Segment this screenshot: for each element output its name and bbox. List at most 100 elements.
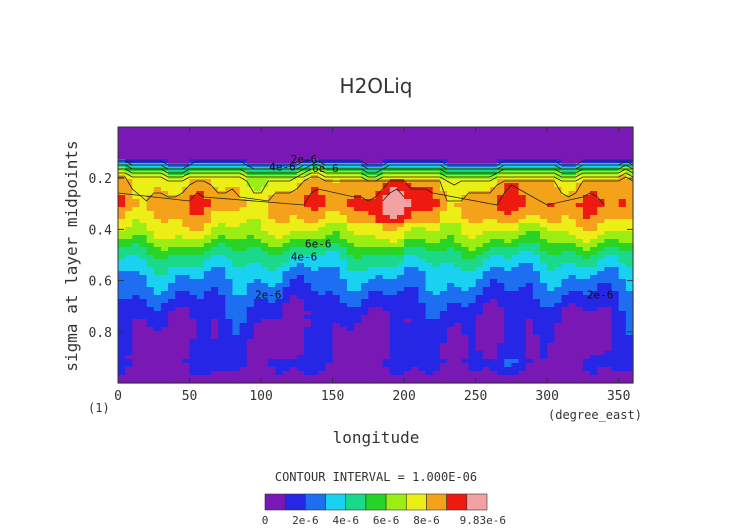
field-cell — [482, 295, 491, 300]
field-cell — [568, 263, 577, 268]
field-cell — [396, 343, 405, 348]
field-cell — [346, 191, 355, 196]
field-cell — [454, 371, 462, 376]
field-cell — [153, 251, 162, 256]
field-cell — [218, 283, 226, 288]
field-cell — [418, 191, 427, 196]
field-cell — [597, 283, 605, 288]
y-tick-label: 0.4 — [89, 223, 113, 238]
field-cell — [325, 271, 334, 276]
field-cell — [604, 223, 613, 228]
field-cell — [389, 203, 398, 208]
field-cell — [454, 331, 462, 336]
field-cell — [561, 279, 570, 284]
field-cell — [153, 271, 162, 276]
field-cell — [447, 211, 455, 216]
field-cell — [325, 299, 334, 304]
field-cell — [525, 339, 534, 344]
field-cell — [346, 347, 355, 352]
field-cell — [268, 143, 276, 148]
field-cell — [253, 355, 262, 360]
field-cell — [132, 267, 141, 272]
field-cell — [525, 199, 534, 204]
field-cell — [625, 267, 634, 272]
field-cell — [118, 127, 126, 132]
field-cell — [461, 247, 470, 252]
field-cell — [196, 307, 205, 312]
field-cell — [389, 375, 398, 380]
field-cell — [489, 315, 498, 320]
field-cell — [354, 155, 362, 160]
field-cell — [489, 279, 498, 284]
field-cell — [210, 203, 219, 208]
field-cell — [253, 307, 262, 312]
field-cell — [168, 303, 176, 308]
field-cell — [196, 367, 205, 372]
field-cell — [382, 359, 391, 364]
field-cell — [468, 371, 477, 376]
field-cell — [475, 239, 484, 244]
field-cell — [325, 139, 334, 144]
field-cell — [625, 187, 634, 192]
field-cell — [289, 323, 298, 328]
field-cell — [382, 275, 391, 280]
field-cell — [182, 339, 191, 344]
field-cell — [332, 235, 341, 240]
field-cell — [497, 135, 505, 140]
field-cell — [225, 195, 234, 200]
field-cell — [282, 159, 291, 164]
field-cell — [282, 359, 291, 364]
field-cell — [432, 147, 441, 152]
field-cell — [504, 355, 513, 360]
field-cell — [196, 211, 205, 216]
field-cell — [532, 379, 541, 384]
field-cell — [311, 323, 319, 328]
field-cell — [368, 199, 377, 204]
field-cell — [497, 203, 505, 208]
field-cell — [411, 351, 420, 356]
field-cell — [361, 335, 369, 340]
field-cell — [575, 259, 584, 264]
field-cell — [375, 339, 384, 344]
field-cell — [404, 235, 412, 240]
field-cell — [239, 199, 248, 204]
field-cell — [239, 311, 248, 316]
field-cell — [411, 291, 420, 296]
field-cell — [554, 179, 563, 184]
field-cell — [404, 299, 412, 304]
field-cell — [497, 283, 505, 288]
field-cell — [196, 135, 205, 140]
field-cell — [296, 267, 305, 272]
field-cell — [160, 211, 169, 216]
field-cell — [275, 203, 284, 208]
field-cell — [368, 363, 377, 368]
field-cell — [590, 243, 598, 248]
field-cell — [239, 223, 248, 228]
field-cell — [332, 303, 341, 308]
field-cell — [482, 155, 491, 160]
field-cell — [132, 319, 141, 324]
field-cell — [604, 291, 613, 296]
field-cell — [346, 235, 355, 240]
field-cell — [203, 319, 212, 324]
field-cell — [346, 335, 355, 340]
field-cell — [139, 371, 148, 376]
field-cell — [232, 227, 241, 232]
field-cell — [296, 219, 305, 224]
field-cell — [346, 215, 355, 220]
field-cell — [175, 183, 183, 188]
field-cell — [246, 359, 255, 364]
field-cell — [339, 283, 348, 288]
field-cell — [461, 371, 470, 376]
field-cell — [303, 263, 312, 268]
field-cell — [396, 247, 405, 252]
field-cell — [225, 307, 234, 312]
field-cell — [275, 279, 284, 284]
field-cell — [146, 247, 155, 252]
field-cell — [454, 131, 462, 136]
field-cell — [318, 319, 327, 324]
field-cell — [489, 151, 498, 156]
field-cell — [582, 307, 591, 312]
field-cell — [282, 371, 291, 376]
field-cell — [261, 135, 269, 140]
